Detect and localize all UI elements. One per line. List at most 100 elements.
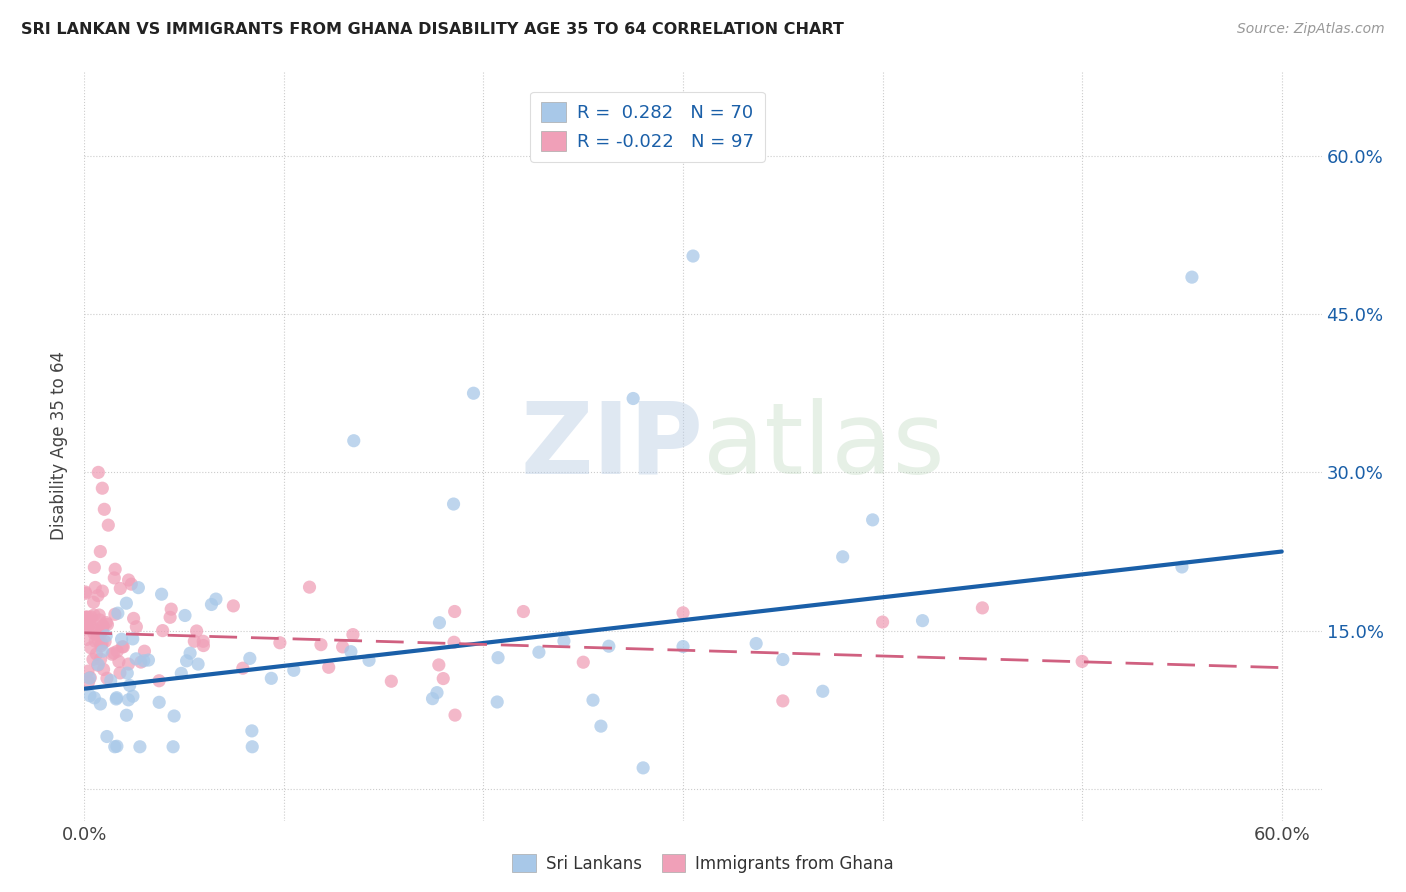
Point <box>174 608 197 623</box>
Point <box>105 644 128 658</box>
Point <box>150 587 173 601</box>
Point <box>91 584 114 599</box>
Point <box>187 657 209 672</box>
Point <box>170 666 193 681</box>
Point <box>110 582 132 596</box>
Point <box>86 647 108 661</box>
Point <box>122 611 145 625</box>
Point <box>772 652 794 666</box>
Point <box>631 761 654 775</box>
Point <box>444 708 467 723</box>
Point <box>598 639 620 653</box>
Point <box>672 640 695 654</box>
Point <box>343 434 366 448</box>
Point <box>138 653 160 667</box>
Point <box>572 655 595 669</box>
Point <box>80 640 103 655</box>
Point <box>91 619 114 633</box>
Point <box>160 602 183 616</box>
Point <box>340 645 363 659</box>
Point <box>84 634 107 648</box>
Point <box>672 606 695 620</box>
Point <box>77 675 100 690</box>
Point <box>463 386 485 401</box>
Point <box>115 596 138 610</box>
Point <box>443 635 465 649</box>
Point <box>125 652 148 666</box>
Point <box>432 672 454 686</box>
Point <box>745 636 768 650</box>
Point <box>260 671 283 685</box>
Point <box>240 723 263 738</box>
Point <box>75 616 97 631</box>
Point <box>80 610 103 624</box>
Point <box>76 616 98 631</box>
Point <box>89 544 111 558</box>
Point <box>87 658 110 673</box>
Point <box>527 645 550 659</box>
Point <box>183 634 205 648</box>
Point <box>163 709 186 723</box>
Point <box>357 653 380 667</box>
Point <box>269 636 291 650</box>
Point <box>87 466 110 480</box>
Point <box>486 695 509 709</box>
Point <box>104 739 127 754</box>
Point <box>110 632 132 647</box>
Point <box>91 481 114 495</box>
Point <box>83 595 105 609</box>
Point <box>96 730 118 744</box>
Point <box>132 654 155 668</box>
Point <box>159 610 181 624</box>
Point <box>107 606 129 620</box>
Point <box>87 633 110 648</box>
Point <box>129 739 152 754</box>
Text: SRI LANKAN VS IMMIGRANTS FROM GHANA DISABILITY AGE 35 TO 64 CORRELATION CHART: SRI LANKAN VS IMMIGRANTS FROM GHANA DISA… <box>21 22 844 37</box>
Point <box>772 694 794 708</box>
Legend: R =  0.282   N = 70, R = -0.022   N = 97: R = 0.282 N = 70, R = -0.022 N = 97 <box>530 92 765 162</box>
Point <box>75 620 97 634</box>
Point <box>82 652 104 666</box>
Point <box>89 613 111 627</box>
Point <box>75 586 97 600</box>
Point <box>309 638 332 652</box>
Point <box>239 651 262 665</box>
Point <box>553 634 575 648</box>
Point <box>79 671 101 685</box>
Point <box>79 689 101 703</box>
Point <box>193 639 215 653</box>
Point <box>89 607 111 622</box>
Point <box>122 690 145 704</box>
Point <box>429 615 451 630</box>
Point <box>77 664 100 678</box>
Point <box>443 497 465 511</box>
Point <box>96 615 118 630</box>
Point <box>205 592 228 607</box>
Point <box>103 646 125 660</box>
Point <box>621 392 644 406</box>
Point <box>125 620 148 634</box>
Point <box>108 655 131 669</box>
Point <box>83 560 105 574</box>
Point <box>682 249 704 263</box>
Point <box>111 640 134 654</box>
Point <box>152 624 174 638</box>
Point <box>87 657 110 672</box>
Point <box>93 662 115 676</box>
Point <box>121 632 143 646</box>
Point <box>89 697 111 711</box>
Point <box>101 647 124 661</box>
Point <box>103 571 125 585</box>
Point <box>283 663 305 677</box>
Point <box>117 657 139 671</box>
Point <box>872 615 894 629</box>
Point <box>148 695 170 709</box>
Point <box>104 607 127 622</box>
Point <box>193 634 215 648</box>
Point <box>831 549 853 564</box>
Point <box>79 671 101 685</box>
Point <box>90 652 112 666</box>
Point <box>91 620 114 634</box>
Point <box>108 665 131 680</box>
Text: ZIP: ZIP <box>520 398 703 494</box>
